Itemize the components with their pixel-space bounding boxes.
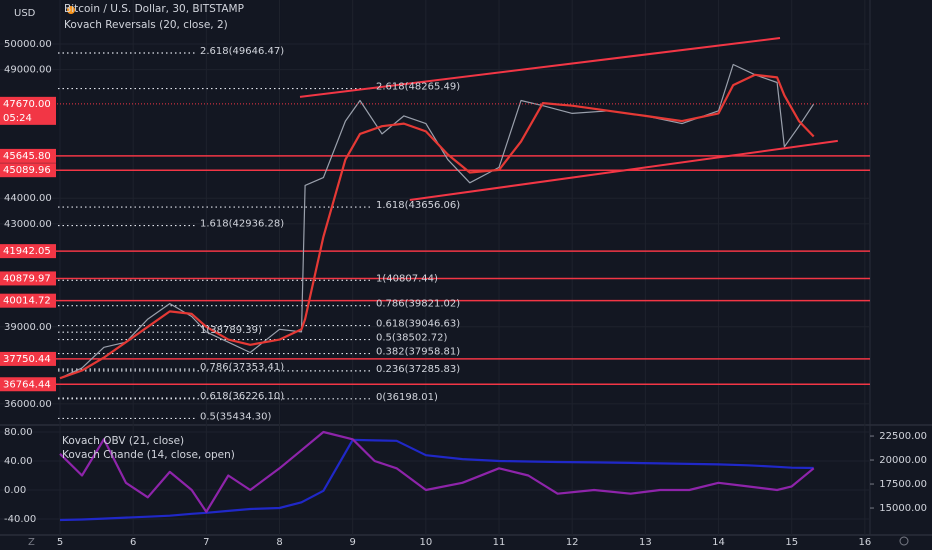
fib-label: 0.786(39821.02) — [376, 299, 460, 310]
fib-label: 0.382(37958.81) — [376, 347, 460, 358]
indicator-title: Kovach Reversals (20, close, 2) — [64, 19, 228, 31]
fib-label: 1.618(42936.28) — [200, 219, 284, 230]
countdown: 05:24 — [3, 113, 32, 124]
fib-label: 0.618(39046.63) — [376, 319, 460, 330]
x-tick-label: 5 — [57, 537, 63, 548]
indicator-title: Kovach Chande (14, close, open) — [62, 449, 235, 461]
y2-tick-label: 17500.00 — [879, 479, 927, 490]
level-label-bg — [0, 293, 56, 308]
chart-title: Bitcoin / U.S. Dollar, 30, BITSTAMP — [64, 3, 244, 15]
x-tick-label: 11 — [493, 537, 506, 548]
last-price-label: 47670.00 — [3, 99, 51, 110]
y-tick-label: 43000.00 — [4, 219, 52, 230]
x-tick-label: 15 — [785, 537, 798, 548]
fib-label: 2.618(48265.49) — [376, 82, 460, 93]
x-tick-label: 10 — [419, 537, 432, 548]
y-tick-label: -40.00 — [4, 514, 36, 525]
fib-label: 0.786(37353.41) — [200, 362, 284, 373]
x-tick-label: 7 — [203, 537, 209, 548]
y-tick-label: 44000.00 — [4, 193, 52, 204]
y-tick-label: 40.00 — [4, 456, 33, 467]
axis-label: USD — [14, 8, 36, 19]
x-tick-label: 14 — [712, 537, 725, 548]
level-label: 40879.97 — [3, 273, 51, 284]
y-tick-label: 49000.00 — [4, 65, 52, 76]
x-tick-label: 13 — [639, 537, 652, 548]
y-tick-label: 36000.00 — [4, 399, 52, 410]
fib-label: 2.618(49646.47) — [200, 46, 284, 57]
fib-label: 0.5(38502.72) — [376, 333, 448, 344]
fib-label: 1.618(43656.06) — [376, 200, 460, 211]
y2-tick-label: 22500.00 — [879, 431, 927, 442]
x-tick-label: 8 — [276, 537, 282, 548]
x-tick-label: 6 — [130, 537, 136, 548]
fib-label: 1(40807.44) — [376, 273, 438, 284]
last-price-bg — [0, 96, 56, 125]
fib-label: 0.236(37285.83) — [376, 364, 460, 375]
x-tick-label: 16 — [859, 537, 872, 548]
marks — [0, 37, 870, 522]
level-label: 40014.72 — [3, 296, 51, 307]
symbol-logo — [67, 6, 75, 14]
series-line — [59, 430, 815, 513]
level-label-bg — [0, 377, 56, 392]
level-label-bg — [0, 244, 56, 259]
trend-line — [299, 37, 781, 98]
fib-label: 1(38789.39) — [200, 325, 262, 336]
level-label-bg — [0, 148, 56, 163]
level-label-bg — [0, 163, 56, 178]
level-label: 45089.96 — [3, 165, 51, 176]
trend-line — [409, 139, 838, 202]
y-tick-label: 0.00 — [4, 485, 26, 496]
level-label-bg — [0, 271, 56, 286]
x-tick-label: 12 — [566, 537, 579, 548]
series-line — [59, 438, 814, 522]
y-tick-label: 80.00 — [4, 427, 33, 438]
fib-label: 0.618(36226.10) — [200, 391, 284, 402]
level-label: 45645.80 — [3, 151, 51, 162]
settings-button[interactable] — [899, 536, 909, 546]
y-tick-label: 50000.00 — [4, 39, 52, 50]
level-label: 41942.05 — [3, 246, 51, 257]
indicator-title: Kovach OBV (21, close) — [62, 435, 184, 447]
zoom-button[interactable]: Z — [28, 537, 35, 548]
x-tick-label: 9 — [349, 537, 355, 548]
y2-tick-label: 15000.00 — [879, 503, 927, 514]
y-tick-label: 39000.00 — [4, 322, 52, 333]
grid — [0, 0, 874, 535]
fib-label: 0.5(35434.30) — [200, 411, 272, 422]
y2-tick-label: 20000.00 — [879, 455, 927, 466]
fib-label: 0(36198.01) — [376, 392, 438, 403]
level-label-bg — [0, 351, 56, 366]
labels: 5 6 7 8 9 10 11 12 13 14 15 16 36000.00 39000.00 43000… — [0, 39, 927, 548]
level-label: 36764.44 — [3, 379, 51, 390]
level-label: 37750.44 — [3, 354, 51, 365]
